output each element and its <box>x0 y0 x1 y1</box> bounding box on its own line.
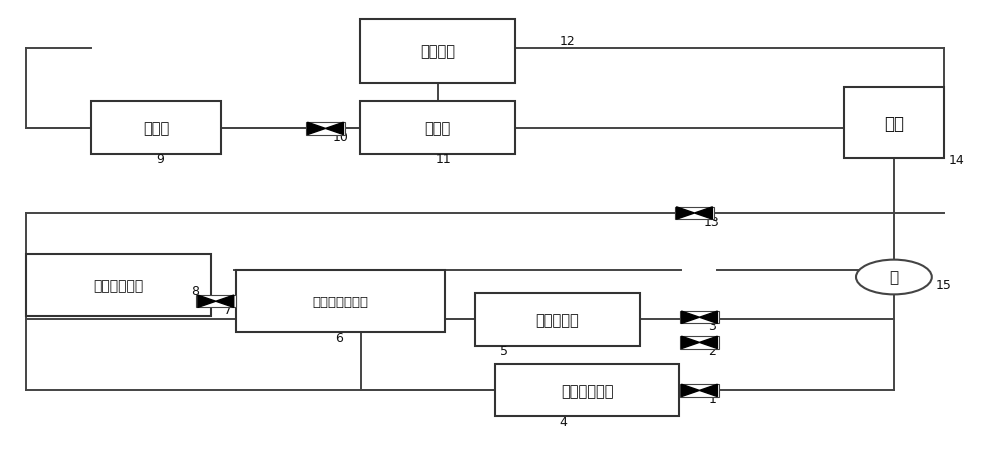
Text: 热交换器: 热交换器 <box>420 44 455 59</box>
Polygon shape <box>681 336 699 349</box>
Polygon shape <box>681 384 699 397</box>
Text: 泵: 泵 <box>889 270 898 285</box>
Bar <box>844 88 944 159</box>
Text: 1: 1 <box>708 392 716 405</box>
Text: 8: 8 <box>191 284 199 297</box>
Bar <box>675 207 714 220</box>
Bar <box>680 311 719 324</box>
Polygon shape <box>694 207 712 220</box>
Text: 发动机冷却水套: 发动机冷却水套 <box>312 295 368 308</box>
Bar <box>91 102 221 154</box>
Text: 电机换热器: 电机换热器 <box>535 312 579 327</box>
Bar <box>680 384 719 397</box>
Polygon shape <box>325 123 343 135</box>
Text: 15: 15 <box>936 279 952 292</box>
Text: 膨胀机: 膨胀机 <box>143 121 169 135</box>
Bar <box>475 293 640 346</box>
Circle shape <box>856 260 932 295</box>
Bar <box>680 336 719 349</box>
Polygon shape <box>681 311 699 324</box>
Text: 尾气热交换器: 尾气热交换器 <box>93 279 144 292</box>
Text: 水箱: 水箱 <box>884 114 904 132</box>
Bar <box>360 102 515 154</box>
Text: 7: 7 <box>224 303 232 316</box>
Text: 11: 11 <box>435 153 451 166</box>
Text: 3: 3 <box>708 319 716 332</box>
Text: 5: 5 <box>500 345 508 358</box>
Polygon shape <box>308 123 325 135</box>
Bar <box>236 270 445 332</box>
Polygon shape <box>699 384 717 397</box>
Text: 6: 6 <box>335 331 343 344</box>
Text: 冷凝器: 冷凝器 <box>425 121 451 135</box>
Text: 9: 9 <box>156 153 164 166</box>
Text: 电池包换热器: 电池包换热器 <box>561 383 614 398</box>
Bar <box>26 255 211 316</box>
Text: 12: 12 <box>560 35 576 48</box>
Text: 10: 10 <box>332 130 348 144</box>
Polygon shape <box>198 296 216 308</box>
Bar <box>495 364 679 417</box>
Text: 13: 13 <box>703 216 719 229</box>
Polygon shape <box>216 296 234 308</box>
Text: 4: 4 <box>560 415 568 428</box>
Polygon shape <box>699 311 717 324</box>
Polygon shape <box>699 336 717 349</box>
Bar <box>306 123 345 135</box>
Bar <box>196 296 236 308</box>
Text: 2: 2 <box>708 345 716 358</box>
Bar <box>360 20 515 84</box>
Text: 14: 14 <box>949 153 964 166</box>
Polygon shape <box>677 207 694 220</box>
